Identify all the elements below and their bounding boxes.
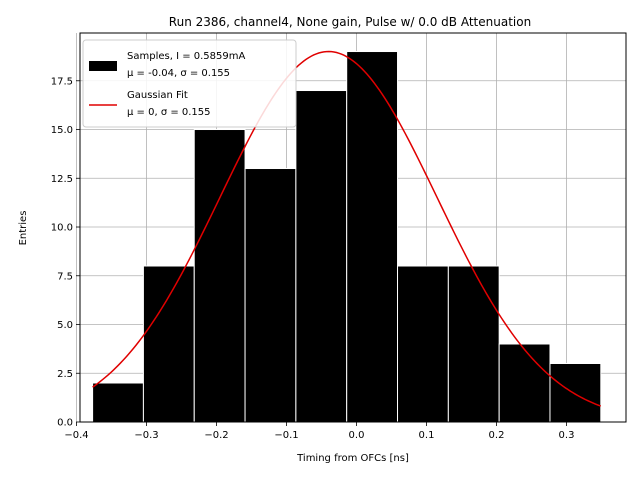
x-ticks: −0.4 −0.3 −0.2 −0.1 0.0 0.1 0.2 0.3 [64,422,574,441]
histogram-bar [92,382,144,423]
histogram-bar [397,265,449,423]
legend-fit-line1: Gaussian Fit [127,90,188,101]
histogram-bar [346,51,399,423]
legend-box [82,39,297,128]
legend-samples-line2: μ = -0.04, σ = 0.155 [127,68,230,79]
legend: Samples, I = 0.5859mA μ = -0.04, σ = 0.1… [82,39,297,128]
x-tick-label: −0.2 [204,430,228,441]
plot-frame [79,32,627,423]
y-tick-label: 15.0 [51,125,73,136]
histogram-bar [295,90,348,423]
histogram-bar [193,129,246,423]
x-tick-label: 0.1 [419,430,435,441]
x-tick-label: −0.1 [274,430,298,441]
legend-samples-line1: Samples, I = 0.5859mA [127,51,245,62]
x-tick-label: −0.4 [64,430,88,441]
legend-swatch-samples [89,61,117,71]
x-tick-label: 0.2 [489,430,505,441]
chart-title: Run 2386, channel4, None gain, Pulse w/ … [169,15,531,29]
histogram-bar [447,265,500,423]
y-tick-label: 7.5 [57,271,73,282]
y-tick-label: 5.0 [57,320,73,331]
x-axis-label: Timing from OFCs [ns] [296,453,409,464]
histogram-bar [549,363,602,423]
y-ticks: 0.0 2.5 5.0 7.5 10.0 12.5 15.0 17.5 [51,76,80,429]
x-tick-label: −0.3 [134,430,158,441]
legend-fit-line2: μ = 0, σ = 0.155 [127,107,211,118]
histogram-bar [498,343,551,423]
y-tick-label: 17.5 [51,76,73,87]
y-tick-label: 0.0 [57,418,73,429]
x-tick-label: 0.3 [559,430,575,441]
bars-layer [92,51,602,423]
y-axis-label: Entries [18,211,29,246]
histogram-bar [244,168,297,423]
y-tick-label: 2.5 [57,369,73,380]
histogram-bar [142,265,195,423]
fit-layer [92,50,602,407]
y-tick-label: 10.0 [51,223,73,234]
y-tick-label: 12.5 [51,174,73,185]
x-tick-label: 0.0 [349,430,365,441]
gaussian-fit-line [92,50,602,407]
